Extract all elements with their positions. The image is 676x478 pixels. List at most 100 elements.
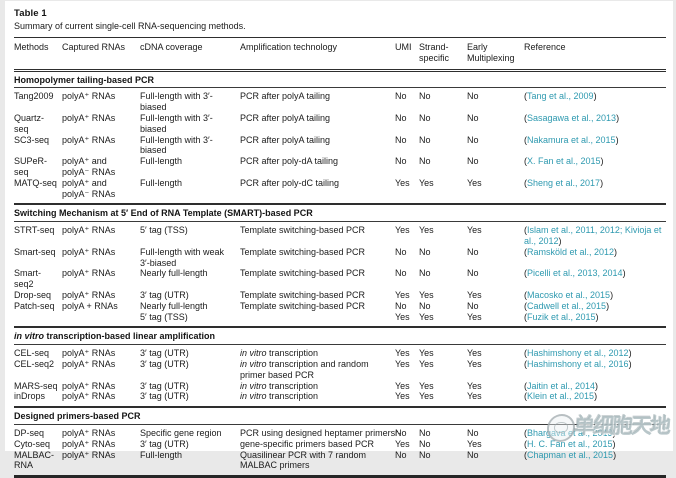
strand-specific-cell: No [419,449,431,460]
captured-rnas-cell: polyA⁺ RNAs [62,380,116,391]
early-multiplexing-cell: No [467,246,479,257]
reference-cell: (Hashimshony et al., 2016) [524,358,632,369]
umi-cell: No [395,246,407,257]
strand-specific-cell: No [419,156,431,167]
reference-link[interactable]: Macosko et al., 2015 [527,289,611,300]
method-cell: Smart-seq2 [14,268,41,290]
method-cell: SUPeR-seq [14,156,48,177]
strand-specific-cell: No [419,427,431,438]
method-cell: Tang2009 [14,91,54,102]
reference-cell: (Picelli et al., 2013, 2014) [524,268,626,279]
methods-table: Methods Captured RNAs cDNA coverage Amplifi… [14,37,666,478]
strand-specific-cell: No Yes [419,300,434,322]
amplification-cell: Template switching-based PCR [240,289,366,300]
reference-cell: (Bhargava et al., 2013) [524,427,616,438]
strand-specific-cell: Yes [419,380,434,391]
early-multiplexing-cell: No [467,268,479,279]
reference-link[interactable]: Tang et al., 2009 [527,91,594,102]
cdna-coverage-cell: 3′ tag (UTR) [140,289,189,300]
reference-link[interactable]: Hashimshony et al., 2012 [527,348,629,359]
strand-specific-cell: No [419,134,431,145]
amplification-cell: PCR after poly-dA tailing [240,156,339,167]
cdna-coverage-cell: Full-length [140,177,183,188]
early-multiplexing-cell: Yes [467,348,482,359]
cdna-coverage-cell: Full-length with 3′-biased [140,112,213,134]
reference-link[interactable]: Jaitin et al., 2014 [527,380,596,391]
reference-cell: (X. Fan et al., 2015) [524,156,604,167]
umi-cell: No [395,427,407,438]
cdna-coverage-cell: Full-length with 3′-biased [140,134,213,156]
cdna-coverage-cell: Full-length with 3′-biased [140,91,213,113]
method-cell: DP-seq [14,427,45,438]
captured-rnas-cell: polyA⁺ RNAs [62,268,116,279]
reference-link[interactable]: H. C. Fan et al., 2015 [527,438,613,449]
reference-link[interactable]: Picelli et al., 2013, 2014 [527,268,623,279]
column-header-amplification-technology: Amplification technology [240,42,338,52]
reference-link[interactable]: Sheng et al., 2017 [527,177,601,188]
section-header-row: Switching Mechanism at 5′ End of RNA Tem… [14,204,666,223]
reference-cell: (Chapman et al., 2015) [524,449,617,460]
reference-link[interactable]: Islam et al., 2011, 2012; Kivioja et al.… [524,225,662,246]
umi-cell: No Yes [395,300,410,322]
column-header-umi: UMI [395,42,412,52]
reference-link[interactable]: Sasagawa et al., 2013 [527,112,617,123]
section-header-row: Homopolymer tailing-based PCR [14,70,666,89]
captured-rnas-cell: polyA⁺ RNAs [62,358,116,369]
early-multiplexing-cell: Yes [467,177,482,188]
captured-rnas-cell: polyA⁺ RNAs [62,348,116,359]
early-multiplexing-cell: Yes [467,358,482,369]
reference-link[interactable]: Klein et al., 2015 [527,391,595,402]
captured-rnas-cell: polyA + RNAs [62,300,118,311]
amplification-cell: PCR after polyA tailing [240,134,331,145]
captured-rnas-cell: polyA⁺ RNAs [62,91,116,102]
early-multiplexing-cell: Yes [467,225,482,236]
cdna-coverage-cell: 3′ tag (UTR) [140,391,189,402]
early-multiplexing-cell: No [467,427,479,438]
early-multiplexing-cell: No [467,112,479,123]
strand-specific-cell: Yes [419,289,434,300]
reference-link[interactable]: Nakamura et al., 2015 [527,134,616,145]
section-title: Designed primers-based PCR [14,407,666,425]
table-row: MARS-seq polyA⁺ RNAs 3′ tag (UTR) in vitro … [14,381,666,392]
umi-cell: Yes [395,348,410,359]
amplification-cell: PCR using designed heptamer primersr- [240,427,402,438]
cdna-coverage-cell: 3′ tag (UTR) [140,348,189,359]
cdna-coverage-cell: Nearly full-length 5′ tag (TSS) [140,300,208,322]
umi-cell: Yes [395,225,410,236]
amplification-cell: Quasilinear PCR with 7 random MALBAC pri… [240,449,367,471]
cdna-coverage-cell: Full-length [140,156,183,167]
reference-link[interactable]: Hashimshony et al., 2016 [527,358,629,369]
method-cell: Patch-seq [14,300,55,311]
reference-link[interactable]: Fuzik et al., 2015 [527,311,596,322]
amplification-cell: PCR after poly-dC tailing [240,177,340,188]
method-cell: Drop-seq [14,289,52,300]
amplification-cell: Template switching-based PCR [240,300,366,311]
early-multiplexing-cell: No [467,156,479,167]
umi-cell: Yes [395,391,410,402]
method-cell: MATQ-seq [14,177,57,188]
captured-rnas-cell: polyA⁺ and polyA⁻ RNAs [62,156,116,177]
strand-specific-cell: Yes [419,348,434,359]
table-row: inDrops polyA⁺ RNAs 3′ tag (UTR) in vitro t… [14,391,666,407]
table-row: MATQ-seq polyA⁺ and polyA⁻ RNAs Full-lengt… [14,178,666,205]
strand-specific-cell: Yes [419,358,434,369]
cdna-coverage-cell: 5′ tag (TSS) [140,225,188,236]
reference-link[interactable]: Bhargava et al., 2013 [527,427,613,438]
table-row: Patch-seq polyA + RNAs Nearly full-length 5… [14,301,666,328]
reference-cell: (Nakamura et al., 2015) [524,134,619,145]
captured-rnas-cell: polyA⁺ RNAs [62,225,116,236]
table-row: Quartz-seq polyA⁺ RNAs Full-length with 3′… [14,113,666,135]
reference-cell: (Jaitin et al., 2014) [524,380,599,391]
early-multiplexing-cell: Yes [467,438,482,449]
reference-link[interactable]: Ramsköld et al., 2012 [527,246,615,257]
strand-specific-cell: No [419,91,431,102]
captured-rnas-cell: polyA⁺ RNAs [62,449,116,460]
strand-specific-cell: Yes [419,177,434,188]
reference-link[interactable]: X. Fan et al., 2015 [527,156,601,167]
reference-link[interactable]: Cadwell et al., 2015 [527,300,607,311]
section-title: Switching Mechanism at 5′ End of RNA Tem… [14,204,666,223]
cdna-coverage-cell: 3′ tag (UTR) [140,380,189,391]
amplification-cell: in vitro transcription and random primer… [240,358,369,380]
reference-link[interactable]: Chapman et al., 2015 [527,449,614,460]
method-cell: MALBAC-RNA [14,449,55,471]
